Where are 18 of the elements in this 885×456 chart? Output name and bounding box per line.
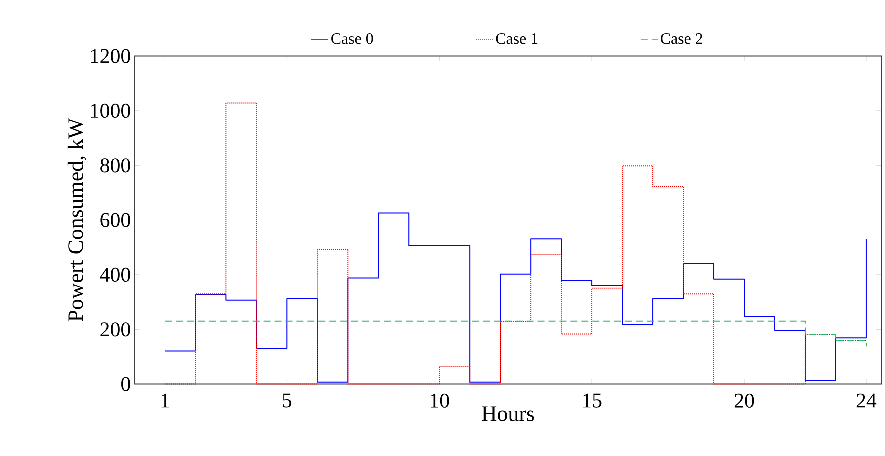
y-tick-label: 0 (122, 377, 130, 392)
x-axis-title: Hours (482, 406, 534, 422)
y-tick-label: 200 (100, 322, 130, 337)
y-tick-label: 1200 (91, 49, 130, 64)
y-tick-label: 600 (100, 213, 130, 228)
x-tick-label: 1 (162, 394, 170, 408)
legend-label: Case 0 (332, 33, 374, 44)
y-tick-label: 800 (100, 158, 130, 173)
y-axis-title: Powert Consumed, kW (68, 118, 86, 322)
legend-label: Case 1 (496, 33, 538, 44)
x-tick-label: 15 (583, 394, 602, 408)
x-tick-label: 10 (430, 394, 450, 408)
x-tick-label: 5 (283, 394, 292, 408)
y-tick-label: 400 (100, 268, 130, 282)
x-tick-label: 24 (856, 394, 877, 408)
y-tick-label: 1000 (91, 104, 130, 118)
legend-label: Case 2 (661, 33, 702, 44)
x-tick-label: 20 (734, 394, 754, 408)
